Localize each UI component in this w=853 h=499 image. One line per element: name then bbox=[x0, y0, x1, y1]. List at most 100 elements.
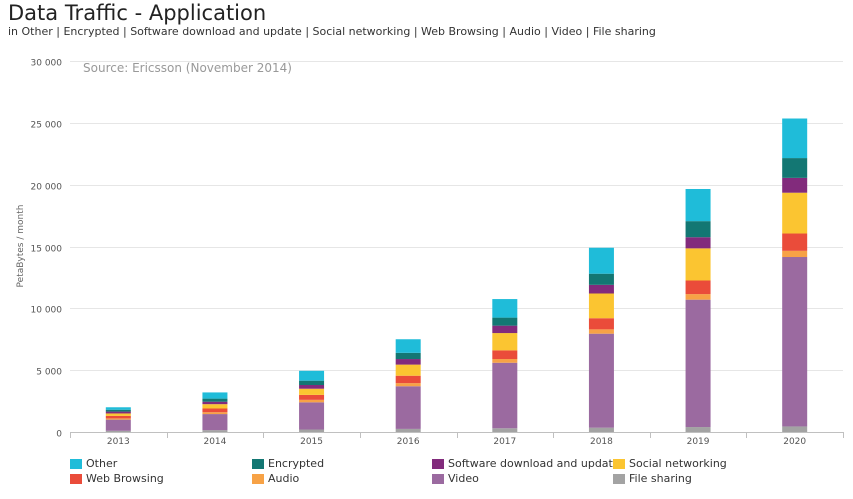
bar-segment[interactable] bbox=[202, 392, 228, 399]
bar-segment[interactable] bbox=[202, 404, 228, 409]
legend-item[interactable]: Encrypted bbox=[252, 457, 324, 470]
bar-segment[interactable] bbox=[105, 430, 131, 432]
x-tick-label: 2013 bbox=[107, 437, 130, 447]
bar-segment[interactable] bbox=[202, 430, 228, 432]
bar-segment[interactable] bbox=[395, 364, 421, 376]
bar-segment[interactable] bbox=[202, 412, 228, 415]
y-tick-label: 25 000 bbox=[31, 121, 63, 131]
legend-item[interactable]: Software download and update bbox=[432, 457, 620, 470]
bar-segment[interactable] bbox=[395, 383, 421, 387]
bar-segment[interactable] bbox=[782, 177, 808, 193]
bar-segment[interactable] bbox=[395, 428, 421, 432]
source-annotation: Source: Ericsson (November 2014) bbox=[83, 61, 292, 75]
x-tick-label: 2015 bbox=[300, 437, 323, 447]
x-tick-label: 2018 bbox=[590, 437, 613, 447]
bar-segment[interactable] bbox=[299, 394, 325, 400]
legend-label: Encrypted bbox=[268, 457, 325, 470]
bar-segment[interactable] bbox=[299, 402, 325, 430]
bar-segment[interactable] bbox=[202, 398, 228, 402]
bar-segment[interactable] bbox=[299, 370, 325, 381]
bar-segment[interactable] bbox=[202, 408, 228, 413]
bar-segment[interactable] bbox=[685, 188, 711, 222]
bar-segment[interactable] bbox=[588, 318, 614, 330]
legend-item[interactable]: Other bbox=[70, 457, 117, 470]
bar-segment[interactable] bbox=[685, 221, 711, 238]
x-tick-label: 2016 bbox=[397, 437, 420, 447]
bar-segment[interactable] bbox=[299, 399, 325, 403]
bar-segment[interactable] bbox=[492, 299, 518, 318]
bar-segment[interactable] bbox=[105, 413, 131, 416]
chart-subtitle: in Other | Encrypted | Software download… bbox=[8, 25, 656, 38]
bar-segment[interactable] bbox=[492, 362, 518, 429]
bar-segment[interactable] bbox=[105, 411, 131, 414]
bar-segment[interactable] bbox=[782, 158, 808, 178]
bar-segment[interactable] bbox=[492, 350, 518, 360]
bar-segment[interactable] bbox=[395, 386, 421, 429]
bar-segment[interactable] bbox=[782, 233, 808, 251]
bar-segment[interactable] bbox=[782, 426, 808, 432]
bar-segment[interactable] bbox=[685, 299, 711, 428]
bar-segment[interactable] bbox=[202, 401, 228, 405]
bar-segment[interactable] bbox=[588, 329, 614, 334]
bar-segment[interactable] bbox=[395, 352, 421, 360]
x-tick-label: 2017 bbox=[493, 437, 516, 447]
y-tick-label: 0 bbox=[56, 430, 62, 440]
legend-item[interactable]: Video bbox=[432, 472, 479, 485]
x-tick-label: 2014 bbox=[203, 437, 226, 447]
legend-label: Video bbox=[448, 472, 479, 485]
legend-item[interactable]: Audio bbox=[252, 472, 299, 485]
bar-segment[interactable] bbox=[588, 333, 614, 428]
bar-segment[interactable] bbox=[299, 380, 325, 386]
legend-item[interactable]: Web Browsing bbox=[70, 472, 164, 485]
bar-segment[interactable] bbox=[782, 192, 808, 234]
legend-swatch bbox=[70, 473, 82, 484]
bar-segment[interactable] bbox=[299, 388, 325, 395]
bar-segment[interactable] bbox=[588, 293, 614, 319]
bar-segment[interactable] bbox=[105, 409, 131, 412]
bar-segment[interactable] bbox=[685, 280, 711, 295]
bar-segment[interactable] bbox=[105, 419, 131, 431]
bar-segment[interactable] bbox=[685, 237, 711, 249]
bar-segment[interactable] bbox=[492, 317, 518, 326]
bar-segment[interactable] bbox=[685, 294, 711, 300]
bar-segment[interactable] bbox=[105, 418, 131, 420]
bar-segment[interactable] bbox=[588, 273, 614, 285]
legend-swatch bbox=[613, 473, 625, 484]
bar-segment[interactable] bbox=[299, 429, 325, 432]
bar-segment[interactable] bbox=[685, 248, 711, 281]
x-tick-label: 2020 bbox=[783, 437, 806, 447]
legend-item[interactable]: File sharing bbox=[613, 472, 692, 485]
chart-title: Data Traffic - Application bbox=[8, 1, 267, 25]
bar-segment[interactable] bbox=[782, 257, 808, 427]
legend-item[interactable]: Social networking bbox=[613, 457, 727, 470]
bar-segment[interactable] bbox=[492, 428, 518, 432]
bar-segment[interactable] bbox=[685, 427, 711, 432]
legend-swatch bbox=[252, 473, 264, 484]
bar-segment[interactable] bbox=[492, 359, 518, 363]
bar-segment[interactable] bbox=[588, 427, 614, 432]
bar-segment[interactable] bbox=[395, 375, 421, 384]
y-tick-label: 20 000 bbox=[31, 183, 63, 193]
legend-swatch bbox=[432, 473, 444, 484]
legend: Other Encrypted Software download and upda… bbox=[70, 457, 840, 489]
bar-segment[interactable] bbox=[782, 118, 808, 159]
y-axis-title: PetaBytes / month bbox=[16, 205, 26, 288]
bar-segment[interactable] bbox=[395, 359, 421, 365]
legend-label: Audio bbox=[268, 472, 300, 485]
bar-segment[interactable] bbox=[202, 414, 228, 431]
bar-segment[interactable] bbox=[105, 415, 131, 419]
bar-segment[interactable] bbox=[299, 385, 325, 389]
legend-label: Other bbox=[86, 457, 118, 470]
legend-swatch bbox=[432, 458, 444, 469]
y-tick-label: 5 000 bbox=[36, 368, 62, 378]
y-tick-label: 15 000 bbox=[31, 245, 63, 255]
legend-swatch bbox=[252, 458, 264, 469]
bar-segment[interactable] bbox=[105, 407, 131, 410]
bar-segment[interactable] bbox=[588, 247, 614, 274]
bar-segment[interactable] bbox=[588, 284, 614, 294]
bar-segment[interactable] bbox=[395, 339, 421, 353]
bar-segment[interactable] bbox=[492, 325, 518, 334]
bar-segment[interactable] bbox=[782, 250, 808, 258]
bar-segment[interactable] bbox=[492, 333, 518, 351]
